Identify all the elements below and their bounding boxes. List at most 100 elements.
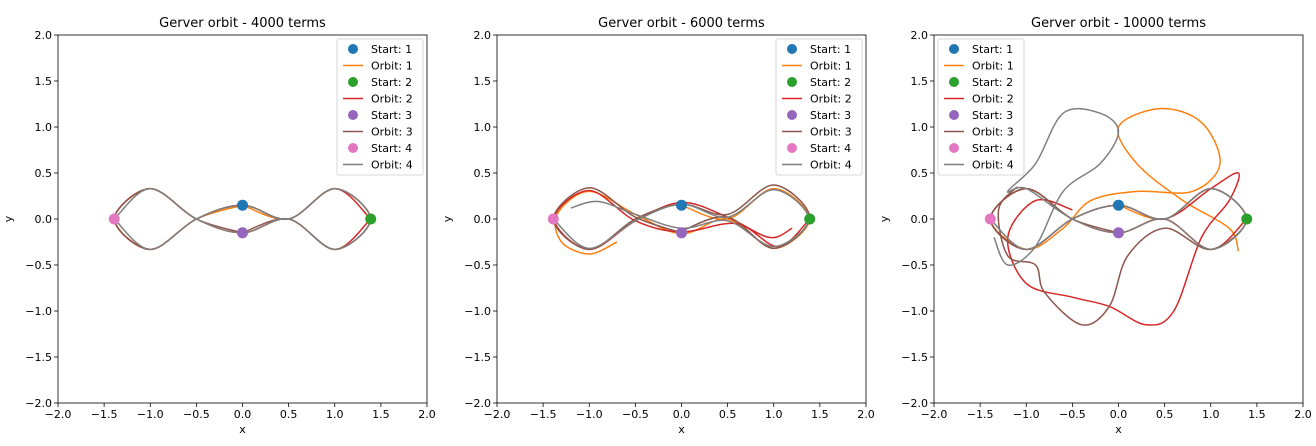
legend-label: Orbit: 3: [810, 126, 852, 139]
start-point-4: [984, 213, 996, 225]
x-tick-label: −2.0: [45, 408, 72, 421]
x-tick-label: −1.5: [967, 408, 994, 421]
y-tick-label: 1.5: [911, 75, 929, 88]
legend-marker-dot: [787, 143, 797, 153]
legend-label: Start: 4: [810, 142, 851, 155]
x-tick-label: −1.5: [91, 408, 118, 421]
y-tick-label: 2.0: [474, 29, 492, 42]
chart-title: Gerver orbit - 10000 terms: [1031, 16, 1206, 31]
y-tick-label: −0.5: [901, 259, 928, 272]
y-tick-label: 2.0: [35, 29, 53, 42]
legend-label: Orbit: 1: [972, 60, 1014, 73]
x-tick-label: −1.5: [530, 408, 557, 421]
legend-label: Orbit: 4: [371, 159, 413, 172]
legend-label: Start: 2: [972, 76, 1013, 89]
y-axis-label: y: [2, 215, 15, 222]
y-tick-label: 1.5: [474, 75, 492, 88]
legend-marker-dot: [949, 110, 959, 120]
chart-panel-1: −2.0 −1.5 −1.0 −0.5 0.0 0.5 1.0 1.5 2.0 −2.0 −1.5 −…: [2, 16, 436, 436]
y-tick-label: −1.5: [464, 351, 491, 364]
y-tick-label: −2.0: [464, 397, 491, 410]
y-tick-label: −1.0: [464, 305, 491, 318]
legend-box: [775, 38, 863, 176]
start-point-2: [804, 213, 816, 225]
chart-title: Gerver orbit - 6000 terms: [598, 16, 765, 31]
y-tick-label: 1.0: [911, 121, 929, 134]
start-point-3: [1113, 227, 1124, 239]
legend-label: Start: 4: [371, 142, 412, 155]
legend-label: Start: 2: [810, 76, 851, 89]
start-point-2: [365, 213, 377, 225]
y-tick-label: 0.0: [35, 213, 53, 226]
legend-label: Orbit: 3: [972, 126, 1014, 139]
x-tick-label: 1.5: [1248, 408, 1266, 421]
x-tick-label: 0.5: [1156, 408, 1174, 421]
start-point-3: [676, 227, 687, 239]
start-point-4: [547, 213, 559, 225]
y-tick-label: −1.0: [901, 305, 928, 318]
legend-label: Orbit: 4: [810, 159, 852, 172]
y-tick-label: −2.0: [901, 397, 928, 410]
legend-label: Start: 3: [810, 109, 851, 122]
chart-panel-2: −2.0 −1.5 −1.0 −0.5 0.0 0.5 1.0 1.5 2.0 −2.0 −1.5 −…: [441, 16, 875, 436]
legend: Start: 1 Orbit: 1 Start: 2 Orbit: 2 Start: 3…: [775, 38, 863, 176]
y-tick-label: −1.5: [901, 351, 928, 364]
y-tick-label: −0.5: [464, 259, 491, 272]
x-tick-label: 1.5: [811, 408, 829, 421]
x-tick-label: −0.5: [622, 408, 649, 421]
y-tick-label: 0.5: [474, 167, 492, 180]
legend-label: Orbit: 2: [810, 93, 852, 106]
legend-marker-dot: [949, 44, 959, 54]
y-tick-label: −1.0: [25, 305, 52, 318]
legend-label: Orbit: 1: [371, 60, 413, 73]
chart-panel-3: −2.0 −1.5 −1.0 −0.5 0.0 0.5 1.0 1.5 2.0 −2.0 −1.5 −…: [878, 16, 1312, 436]
x-tick-label: −1.0: [137, 408, 164, 421]
legend-label: Orbit: 4: [972, 159, 1014, 172]
legend-marker-dot: [348, 143, 358, 153]
x-tick-label: 1.0: [1202, 408, 1220, 421]
legend: Start: 1 Orbit: 1 Start: 2 Orbit: 2 Start: 3…: [336, 38, 424, 176]
y-tick-label: 2.0: [911, 29, 929, 42]
legend-label: Start: 4: [972, 142, 1013, 155]
y-tick-label: 1.5: [35, 75, 53, 88]
legend-marker-dot: [787, 44, 797, 54]
legend-label: Start: 3: [371, 109, 412, 122]
start-point-3: [237, 227, 248, 239]
x-tick-label: 0.0: [234, 408, 252, 421]
y-tick-label: −2.0: [25, 397, 52, 410]
legend-label: Orbit: 1: [810, 60, 852, 73]
start-point-1: [237, 199, 248, 211]
x-tick-label: 2.0: [857, 408, 875, 421]
x-tick-label: 0.0: [1110, 408, 1128, 421]
x-tick-label: −0.5: [1059, 408, 1086, 421]
x-axis-label: x: [1115, 423, 1122, 436]
legend-label: Start: 1: [371, 43, 412, 56]
y-tick-label: 0.5: [911, 167, 929, 180]
y-tick-label: 1.0: [474, 121, 492, 134]
legend-box: [336, 38, 424, 176]
start-point-4: [108, 213, 120, 225]
start-point-1: [676, 199, 687, 211]
legend-marker-dot: [949, 77, 959, 87]
x-tick-label: 1.0: [326, 408, 344, 421]
x-tick-label: 2.0: [1294, 408, 1312, 421]
legend-marker-dot: [787, 110, 797, 120]
x-tick-label: 0.5: [719, 408, 737, 421]
y-tick-label: 0.0: [474, 213, 492, 226]
x-tick-label: 1.0: [765, 408, 783, 421]
chart-title: Gerver orbit - 4000 terms: [159, 16, 326, 31]
start-point-2: [1241, 213, 1253, 225]
y-axis-label: y: [441, 215, 454, 222]
y-tick-label: −0.5: [25, 259, 52, 272]
legend-marker-dot: [949, 143, 959, 153]
x-axis-label: x: [239, 423, 246, 436]
x-tick-label: 1.5: [372, 408, 390, 421]
x-tick-label: −2.0: [921, 408, 948, 421]
orbit-line-4: [989, 107, 1248, 266]
x-tick-label: −2.0: [484, 408, 511, 421]
start-point-1: [1113, 199, 1124, 211]
legend-label: Orbit: 3: [371, 126, 413, 139]
x-tick-label: 0.0: [673, 408, 691, 421]
y-axis-label: y: [878, 215, 891, 222]
